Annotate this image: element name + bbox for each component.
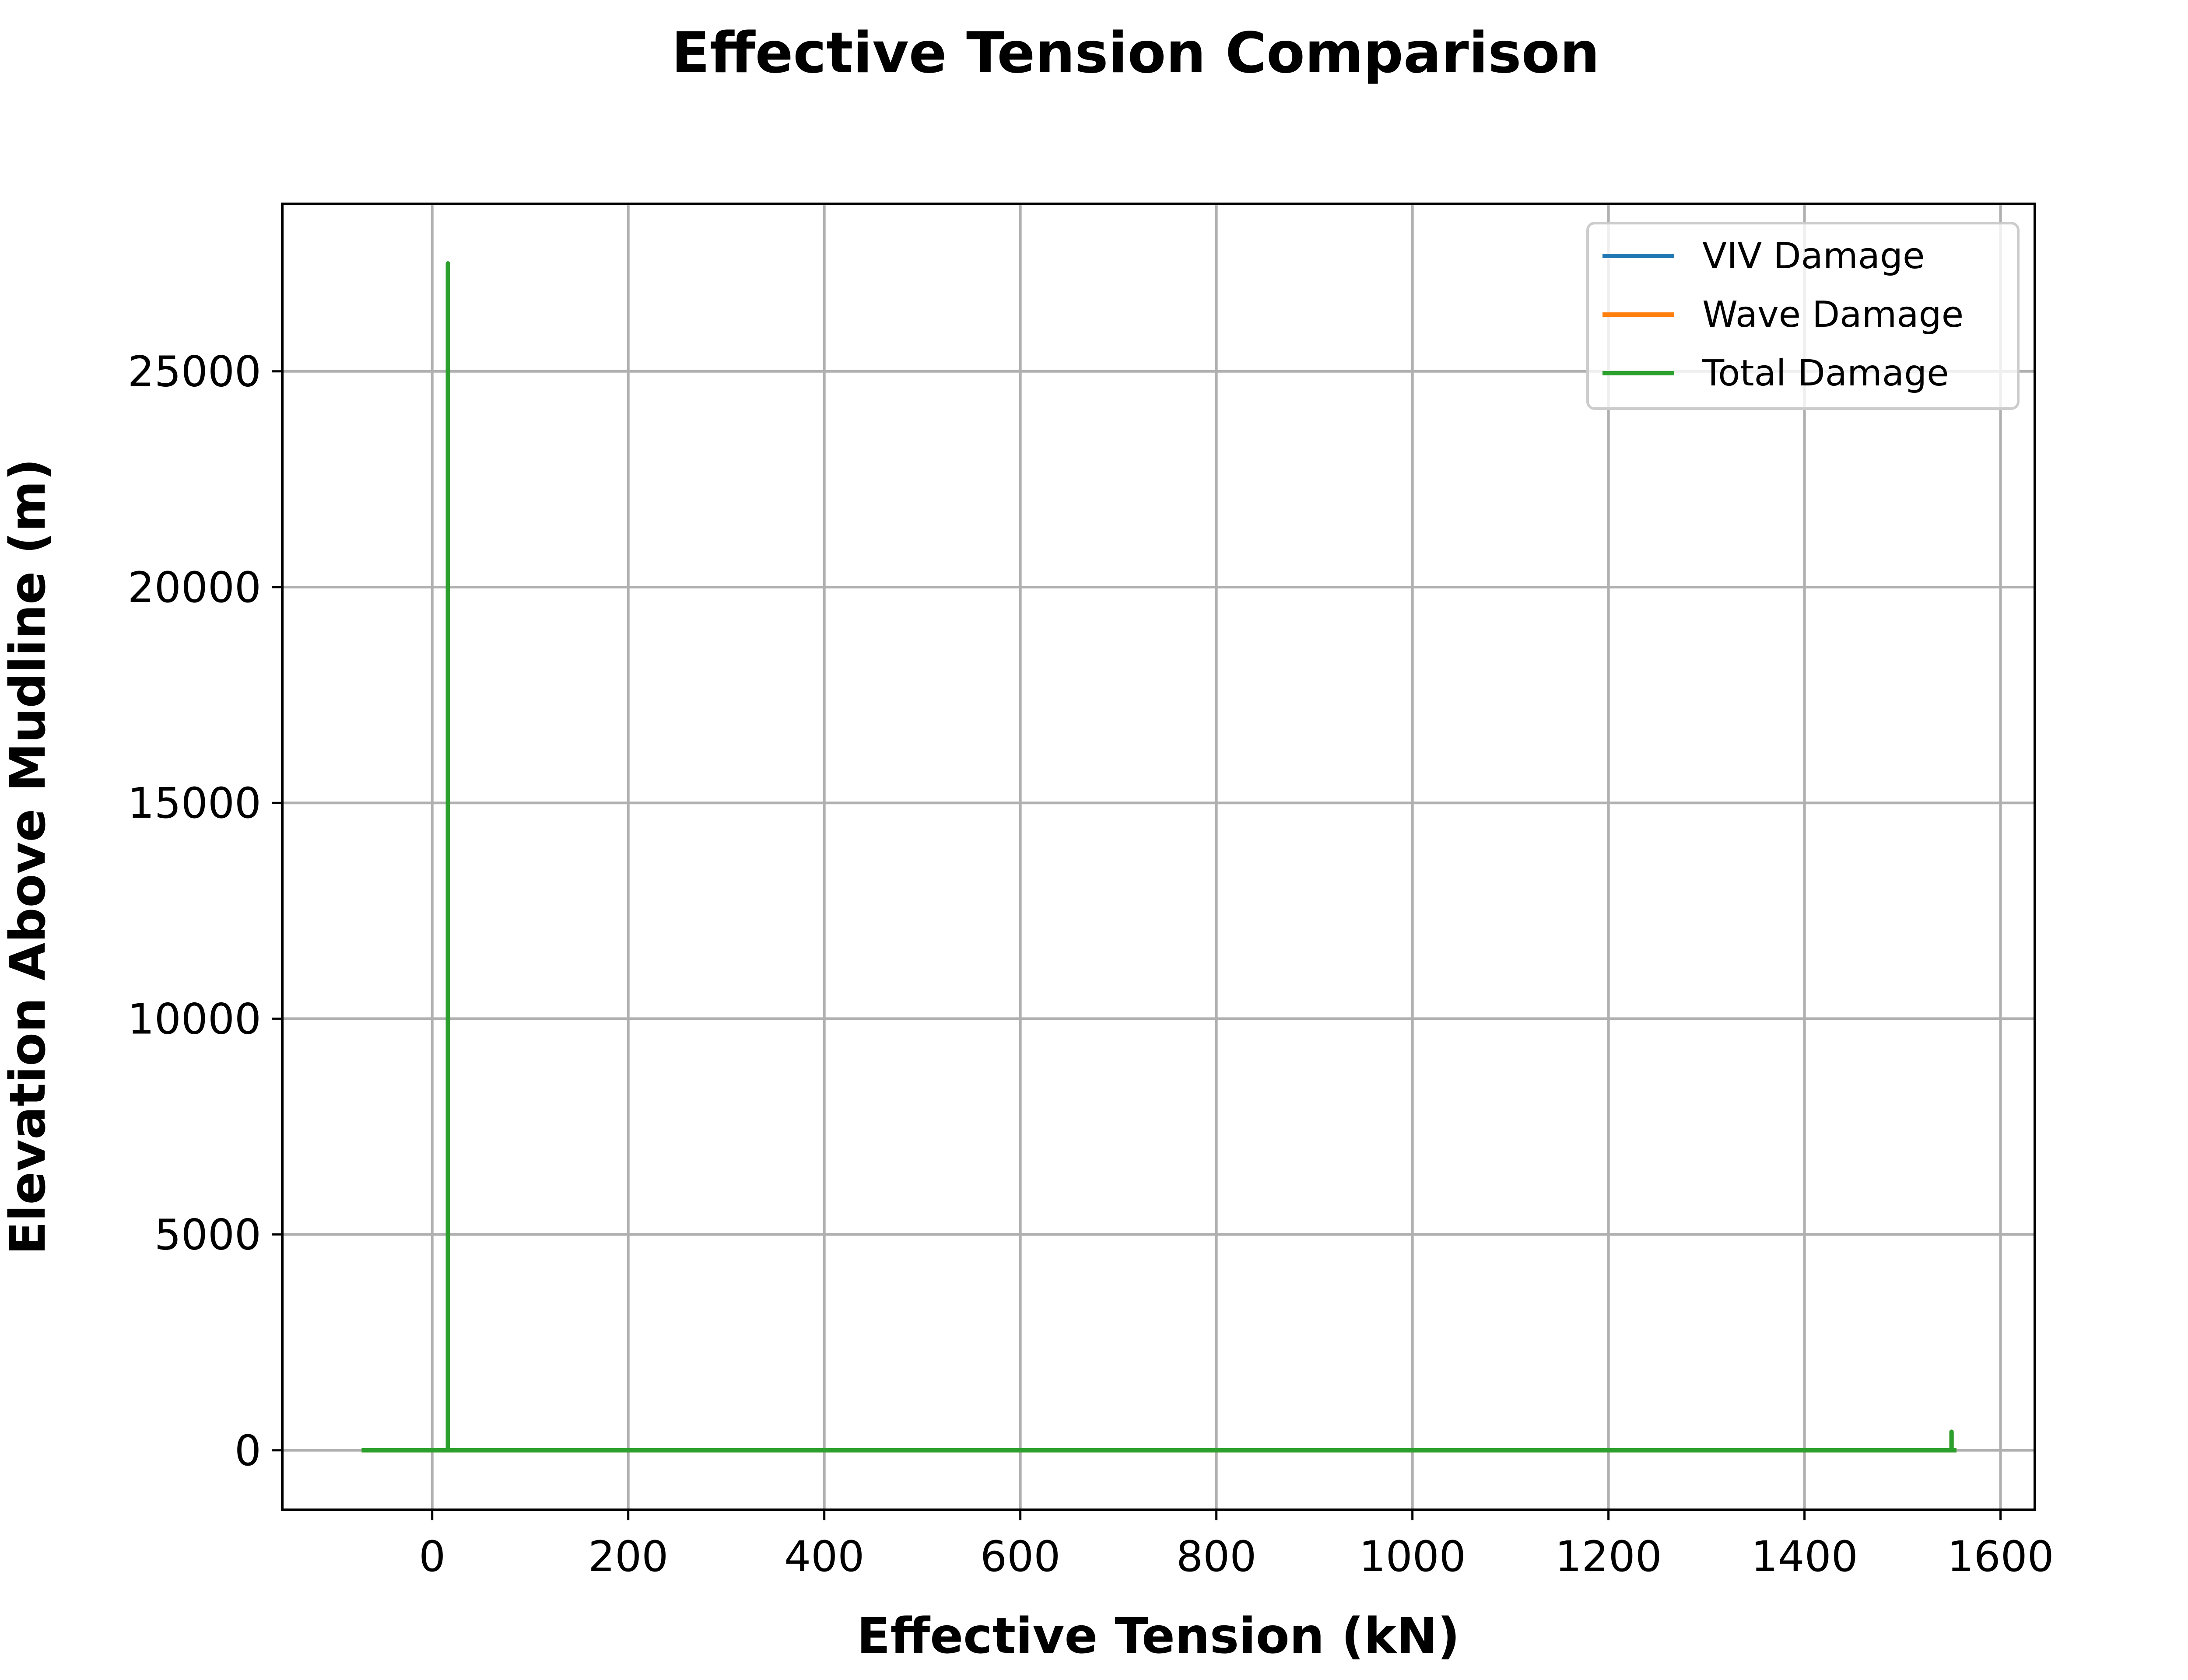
y-tick-label: 25000 [128, 347, 261, 396]
x-tick-label: 400 [784, 1532, 864, 1581]
series [361, 261, 1957, 1452]
legend-label-viv-damage: VIV Damage [1702, 235, 1925, 277]
legend-box [1586, 222, 2020, 410]
y-tick-label: 20000 [128, 563, 261, 612]
x-axis-label: Effective Tension (kN) [857, 1608, 1460, 1665]
x-tick-label: 800 [1176, 1532, 1256, 1581]
x-tick-label: 0 [419, 1532, 445, 1581]
x-tick-label: 1600 [1947, 1532, 2054, 1581]
legend-label-wave-damage: Wave Damage [1702, 294, 1964, 336]
x-tick-label: 600 [980, 1532, 1060, 1581]
legend-label-total-damage: Total Damage [1702, 353, 1949, 394]
y-tick-label: 10000 [128, 994, 261, 1043]
x-tick-label: 200 [588, 1532, 668, 1581]
tick-labels: 0 200 400 600 800 1000 1200 1400 1600 0 5000 10000 1… [128, 347, 2054, 1581]
series-line-total-damage [361, 261, 1957, 1452]
chart-title: Effective Tension Comparison [671, 21, 1599, 86]
y-axis-label: Elevation Above Mudline (m) [0, 458, 56, 1255]
legend: VIV Damage Wave Damage Total Damage [1586, 222, 2020, 410]
x-tick-label: 1000 [1359, 1532, 1466, 1581]
x-tick-label: 1400 [1751, 1532, 1858, 1581]
x-tick-label: 1200 [1555, 1532, 1662, 1581]
plot-area-frame [281, 203, 2036, 1511]
y-tick-label: 0 [235, 1426, 261, 1475]
y-tick-label: 5000 [154, 1211, 261, 1260]
y-tick-label: 15000 [128, 779, 261, 828]
